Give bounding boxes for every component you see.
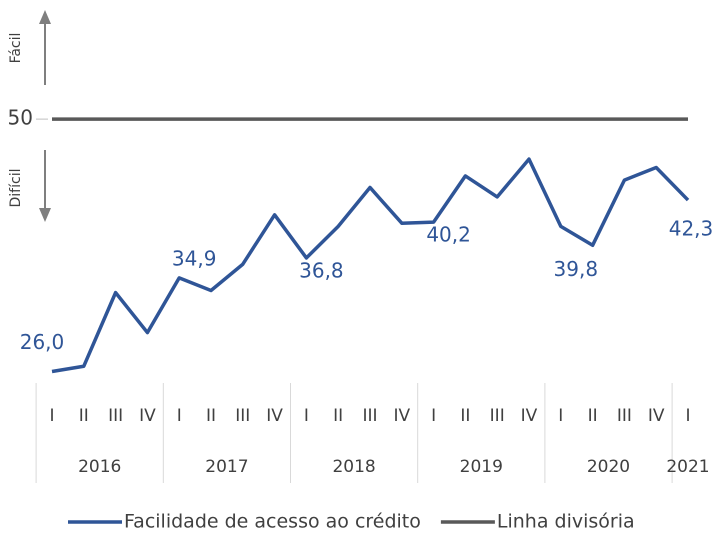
y-tick-label: 50 [8, 106, 33, 130]
year-label: 2021 [666, 457, 709, 477]
year-label: 2016 [78, 457, 121, 477]
year-label: 2020 [587, 457, 630, 477]
annotation: Difícil [8, 169, 24, 208]
x-tick-label: II [333, 406, 343, 426]
data-label: 34,9 [172, 246, 217, 270]
x-tick-label: II [79, 406, 89, 426]
arrow-up-head [39, 10, 51, 24]
x-tick-label: I [431, 406, 436, 426]
x-tick-label: I [177, 406, 182, 426]
x-tick-label: III [235, 406, 250, 426]
x-tick-label: III [108, 406, 123, 426]
year-label: 2019 [460, 457, 503, 477]
x-tick-label: IV [648, 406, 665, 426]
x-tick-label: IV [393, 406, 410, 426]
x-tick-label: I [558, 406, 563, 426]
x-tick-label: IV [139, 406, 156, 426]
year-label: 2017 [205, 457, 248, 477]
data-label: 26,0 [20, 330, 65, 354]
x-tick-label: II [588, 406, 598, 426]
x-tick-label: II [206, 406, 216, 426]
data-label: 36,8 [299, 258, 344, 282]
data-label: 39,8 [554, 257, 599, 281]
x-tick-label: I [685, 406, 690, 426]
x-tick-label: IV [521, 406, 538, 426]
legend-label: Facilidade de acesso ao crédito [124, 511, 421, 533]
x-tick-label: III [490, 406, 505, 426]
x-tick-label: I [49, 406, 54, 426]
x-tick-label: IV [266, 406, 283, 426]
annotation: Fácil [8, 33, 24, 64]
x-tick-label: II [460, 406, 470, 426]
data-label: 42,3 [669, 217, 714, 241]
data-label: 40,2 [426, 223, 471, 247]
x-tick-label: III [617, 406, 632, 426]
legend-label: Linha divisória [497, 511, 635, 533]
series-line [51, 157, 690, 374]
arrow-down-head [39, 208, 51, 222]
year-label: 2018 [332, 457, 375, 477]
x-tick-label: III [362, 406, 377, 426]
x-tick-label: I [304, 406, 309, 426]
